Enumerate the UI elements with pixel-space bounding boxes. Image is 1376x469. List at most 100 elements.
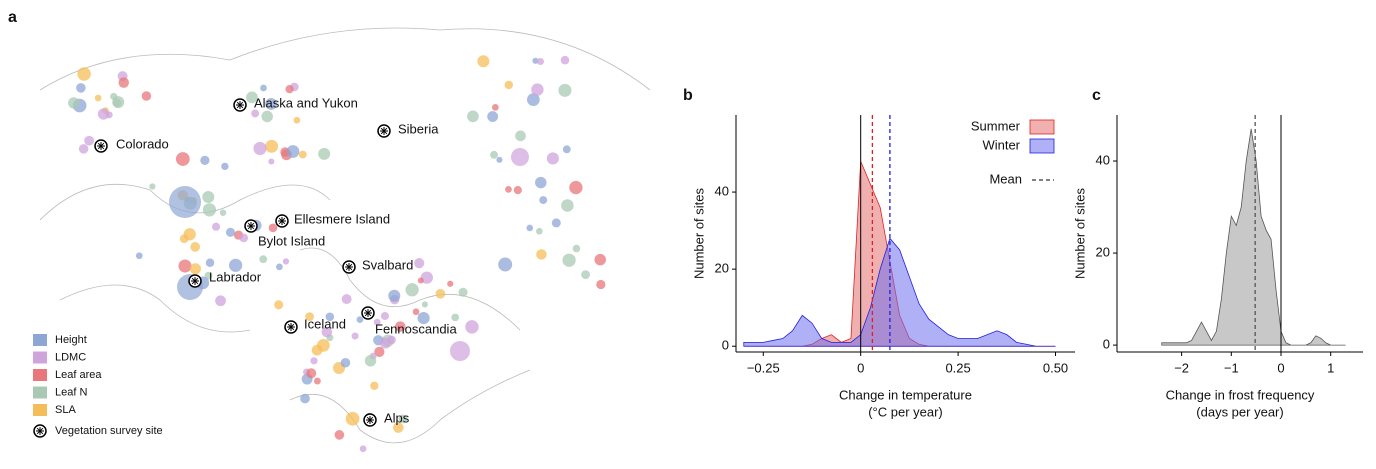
trait-point	[265, 97, 278, 110]
trait-point	[351, 332, 359, 340]
trait-point	[246, 91, 258, 104]
trait-point	[546, 152, 559, 165]
panel-label: b	[683, 87, 693, 104]
trait-point	[84, 135, 94, 146]
density-area	[1161, 128, 1346, 346]
trait-point	[596, 279, 606, 290]
trait-point	[190, 242, 201, 252]
trait-point	[135, 252, 143, 260]
x-tick-label: 0.50	[1043, 360, 1068, 375]
legend-label: LDMC	[55, 351, 86, 363]
trait-point	[405, 283, 419, 297]
trait-point	[200, 155, 210, 165]
trait-point	[569, 180, 583, 195]
legend-label: Leaf area	[55, 369, 102, 381]
trait-point	[532, 57, 539, 64]
site-label: Alaska and Yukon	[254, 95, 358, 110]
trait-point	[183, 228, 196, 241]
trait-point	[511, 148, 529, 166]
site-icon-ray	[380, 127, 388, 135]
trait-point	[373, 318, 381, 326]
trait-point	[531, 83, 544, 96]
trait-point	[581, 270, 591, 280]
trait-point	[78, 144, 89, 154]
trait-point	[398, 414, 408, 424]
trait-point	[467, 110, 479, 123]
trait-point	[112, 96, 125, 109]
trait-point	[285, 85, 294, 94]
trait-point	[211, 222, 221, 231]
trait-point	[496, 156, 503, 163]
site-icon-ray	[236, 101, 244, 109]
trait-point	[562, 253, 576, 267]
site-icon-ray	[366, 416, 374, 424]
trait-point	[276, 263, 283, 271]
x-tick-label: 0	[1277, 360, 1284, 375]
y-tick-label: 20	[715, 261, 729, 276]
trait-point	[215, 295, 226, 307]
x-tick-label: 0	[857, 360, 864, 375]
trait-point	[189, 263, 201, 275]
trait-point	[305, 312, 314, 322]
trait-point	[265, 139, 279, 153]
trait-point	[225, 227, 236, 237]
site-icon-ray	[287, 323, 295, 331]
site-icon-ray	[278, 217, 286, 225]
y-tick-label: 0	[1103, 337, 1110, 352]
trait-point	[526, 224, 534, 232]
legend-swatch	[33, 386, 47, 399]
trait-point	[77, 67, 91, 81]
trait-point	[274, 300, 284, 310]
trait-point	[229, 258, 243, 272]
trait-point	[321, 326, 333, 338]
site-icon-ray	[97, 142, 105, 150]
trait-point	[268, 223, 278, 233]
trait-point	[536, 57, 544, 65]
trait-point	[310, 357, 318, 365]
trait-point	[219, 209, 227, 216]
trait-point	[458, 287, 468, 297]
trait-point	[359, 445, 367, 453]
legend-swatch	[1029, 138, 1055, 154]
trait-point	[447, 280, 454, 287]
trait-point	[97, 108, 110, 120]
trait-point	[370, 381, 379, 390]
trait-point	[380, 312, 389, 320]
trait-point	[417, 312, 430, 325]
legend-swatch	[33, 369, 47, 381]
site-label: Alps	[384, 410, 410, 425]
trait-point	[356, 316, 364, 323]
legend-label: Leaf N	[55, 386, 87, 398]
trait-point	[286, 145, 300, 158]
panel-label: a	[8, 9, 17, 26]
trait-point	[487, 111, 499, 123]
trait-point	[395, 321, 406, 332]
trait-point	[374, 346, 385, 357]
trait-point	[412, 308, 420, 316]
trait-point	[149, 183, 156, 190]
trait-point	[551, 218, 561, 228]
density-area	[743, 237, 1056, 347]
trait-point	[313, 377, 321, 385]
trait-point	[334, 430, 345, 440]
legend-label: Summer	[971, 118, 1021, 133]
trait-point	[345, 411, 360, 426]
trait-point	[340, 357, 351, 368]
legend-label: Winter	[982, 137, 1020, 152]
trait-point	[268, 158, 275, 165]
trait-point	[451, 313, 460, 322]
trait-point	[379, 337, 391, 349]
trait-point	[141, 91, 152, 101]
site-icon-ray	[36, 427, 44, 435]
site-icon-ray	[191, 277, 199, 285]
trait-point	[282, 258, 290, 265]
site-icon-ray	[364, 309, 372, 317]
trait-point	[298, 150, 307, 159]
x-tick-label: 0.25	[945, 360, 970, 375]
trait-point	[239, 233, 249, 243]
trait-point	[221, 162, 229, 171]
x-axis-label: (°C per year)	[868, 404, 943, 419]
y-tick-label: 20	[1096, 244, 1110, 259]
trait-point	[560, 55, 570, 65]
trait-point	[205, 258, 215, 268]
